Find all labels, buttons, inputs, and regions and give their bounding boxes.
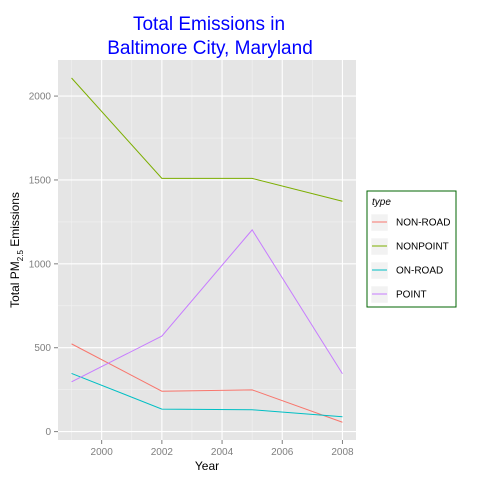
x-tick-label: 2008	[331, 447, 354, 458]
x-axis-title: Year	[195, 459, 219, 473]
x-tick-label: 2006	[271, 447, 294, 458]
legend-label-nonpoint: NONPOINT	[396, 242, 449, 253]
y-tick-label: 2000	[29, 92, 52, 103]
plot-panel	[58, 60, 356, 440]
legend: type NON-ROAD NONPOINT ON-ROAD POINT	[367, 191, 456, 307]
chart-title-line-2: Baltimore City, Maryland	[107, 38, 313, 59]
y-axis-title-subscript: 2.5	[16, 250, 25, 262]
chart-title-line-1: Total Emissions in	[133, 14, 285, 35]
y-tick-label: 500	[34, 343, 51, 354]
y-axis-title-prefix: Total PM	[8, 261, 22, 308]
y-tick-label: 1500	[29, 175, 52, 186]
legend-title: type	[372, 197, 391, 208]
x-tick-label: 2002	[151, 447, 174, 458]
legend-label-point: POINT	[396, 290, 427, 301]
y-axis-title: Total PM2.5 Emissions	[8, 192, 25, 308]
y-tick-label: 0	[45, 427, 51, 438]
legend-label-on-road: ON-ROAD	[396, 266, 443, 277]
legend-label-non-road: NON-ROAD	[396, 218, 450, 229]
y-axis: 0 500 1000 1500 2000	[29, 92, 58, 439]
x-tick-label: 2000	[91, 447, 114, 458]
y-tick-label: 1000	[29, 259, 52, 270]
y-axis-title-suffix: Emissions	[8, 192, 22, 250]
x-tick-label: 2004	[211, 447, 234, 458]
x-axis: 2000 2002 2004 2006 2008	[91, 440, 354, 458]
